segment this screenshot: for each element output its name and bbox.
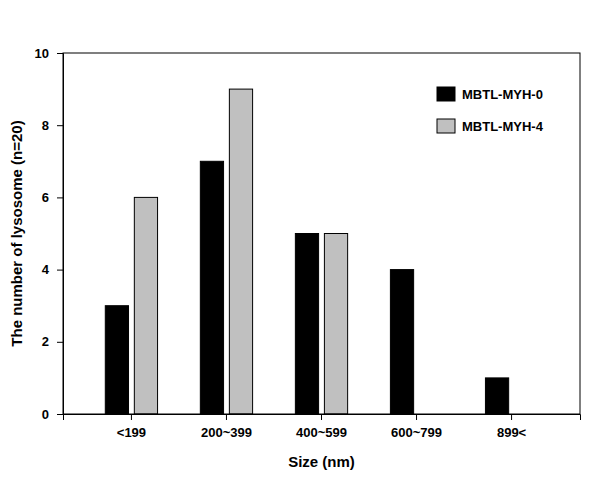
y-axis-line [57,54,64,415]
x-axis: <199 200~399 400~599 600~799 899< [64,414,581,440]
x-tick-label: 600~799 [391,425,442,440]
y-tick: 10 [35,46,63,61]
legend-swatch [437,87,455,101]
y-tick-mark [57,53,63,54]
legend-label: MBTL-MYH-0 [462,87,543,102]
bar [485,378,508,414]
y-tick-label: 4 [42,262,50,277]
bar [295,234,318,415]
x-tick-label: 200~399 [201,425,252,440]
x-tick: 200~399 [201,414,252,440]
x-tick-label: <199 [117,425,146,440]
y-tick-label: 8 [42,118,49,133]
y-tick: 8 [42,118,63,133]
bar [390,270,413,414]
bar [229,89,252,414]
y-tick: 2 [42,334,63,349]
x-tick: 600~799 [391,414,442,440]
y-tick-label: 10 [35,46,49,61]
x-tick-mark [511,414,512,420]
bars [105,89,508,414]
y-tick: 4 [42,262,63,277]
y-tick-mark [57,414,63,415]
x-tick: 899< [497,414,527,440]
x-tick-mark [416,414,417,420]
y-tick-mark [57,342,63,343]
y-tick-label: 0 [42,407,49,422]
x-axis-title: Size (nm) [288,453,355,470]
legend: MBTL-MYH-0 MBTL-MYH-4 [437,87,544,134]
y-tick-mark [57,197,63,198]
legend-label: MBTL-MYH-4 [462,119,544,134]
chart: 0 2 4 6 8 10 <199 200~399 400~599 600~799 899< Size… [0,0,609,481]
bar [134,197,157,414]
x-tick-mark [131,414,132,420]
y-tick-mark [57,125,63,126]
x-tick: 400~599 [296,414,347,440]
y-axis-title: The number of lysosome (n=20) [8,120,25,346]
y-tick-mark [57,270,63,271]
y-tick: 0 [42,407,63,422]
y-tick-label: 2 [42,334,49,349]
x-tick-mark [321,414,322,420]
x-tick-mark [226,414,227,420]
bar [324,234,347,415]
x-tick-label: 400~599 [296,425,347,440]
plot-frame [63,53,580,414]
y-axis: 0 2 4 6 8 10 [35,46,64,422]
bar [105,306,128,414]
y-tick: 6 [42,190,63,205]
x-axis-line [64,415,581,421]
y-tick-label: 6 [42,190,49,205]
legend-swatch [437,119,455,133]
x-tick: <199 [117,414,146,440]
x-tick-label: 899< [497,425,527,440]
bar [200,161,223,414]
